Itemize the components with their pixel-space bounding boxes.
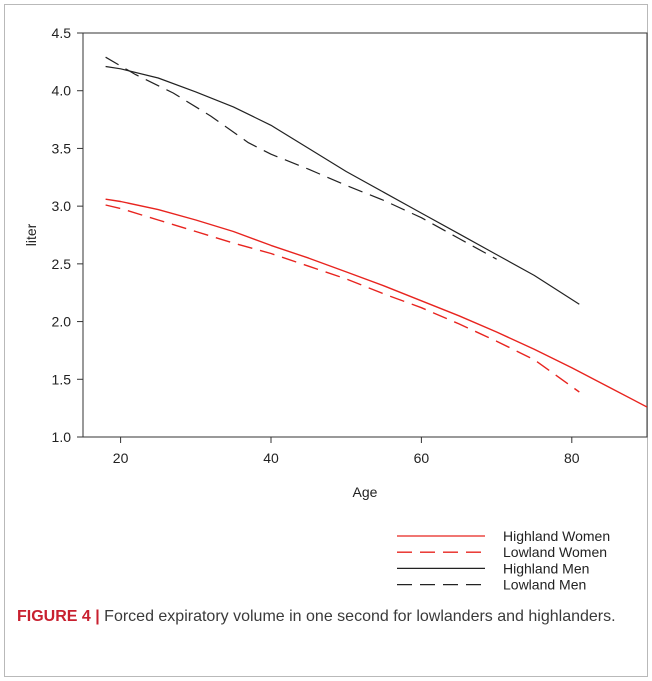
legend-label: Highland Women bbox=[503, 528, 610, 544]
y-tick-label: 1.0 bbox=[52, 429, 72, 445]
x-tick-label: 20 bbox=[113, 450, 129, 466]
x-axis-title: Age bbox=[353, 484, 378, 500]
series-line-lowland-men bbox=[105, 56, 497, 260]
x-tick-label: 40 bbox=[263, 450, 279, 466]
y-tick-label: 2.0 bbox=[52, 314, 72, 330]
plot-area-border bbox=[82, 32, 648, 438]
figure-caption: FIGURE 4 | Forced expiratory volume in o… bbox=[17, 605, 627, 629]
y-tick-label: 1.5 bbox=[52, 371, 72, 387]
figure-caption-text: Forced expiratory volume in one second f… bbox=[99, 608, 616, 625]
y-tick-label: 2.5 bbox=[52, 256, 72, 272]
chart-axes: 1.0 1.5 2.0 2.5 3.0 3.5 4.0 4.5 20 40 60 80 Age liter bbox=[23, 25, 648, 500]
legend-label: Highland Men bbox=[503, 560, 589, 576]
y-tick-label: 3.0 bbox=[52, 198, 72, 214]
series-line-highland-men bbox=[105, 65, 580, 305]
figure-frame bbox=[4, 4, 648, 677]
y-tick-label: 4.5 bbox=[52, 25, 72, 41]
y-tick-label: 4.0 bbox=[52, 83, 72, 99]
chart-series bbox=[105, 56, 647, 408]
figure-label: FIGURE 4 | bbox=[17, 608, 100, 625]
x-tick-label: 60 bbox=[414, 450, 430, 466]
y-tick-label: 3.5 bbox=[52, 140, 72, 156]
line-chart: 1.0 1.5 2.0 2.5 3.0 3.5 4.0 4.5 20 40 60 80 Age liter… bbox=[23, 25, 648, 593]
series-line-lowland-women bbox=[105, 204, 580, 393]
legend-label: Lowland Men bbox=[503, 577, 586, 593]
y-axis-title: liter bbox=[23, 223, 39, 246]
x-tick-label: 80 bbox=[564, 450, 580, 466]
series-line-highland-women bbox=[105, 198, 647, 408]
legend-label: Lowland Women bbox=[503, 544, 607, 560]
